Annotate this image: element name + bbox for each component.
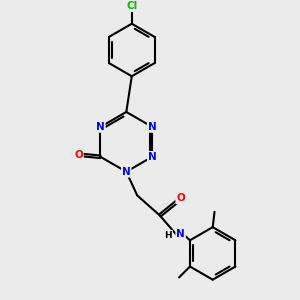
Text: O: O [74,150,83,160]
Text: N: N [148,122,157,132]
Text: O: O [176,194,185,203]
Text: Cl: Cl [126,1,137,11]
Text: N: N [96,122,105,132]
Text: H: H [164,231,172,240]
Text: N: N [122,167,131,177]
Text: N: N [148,152,157,162]
Text: N: N [176,230,185,239]
